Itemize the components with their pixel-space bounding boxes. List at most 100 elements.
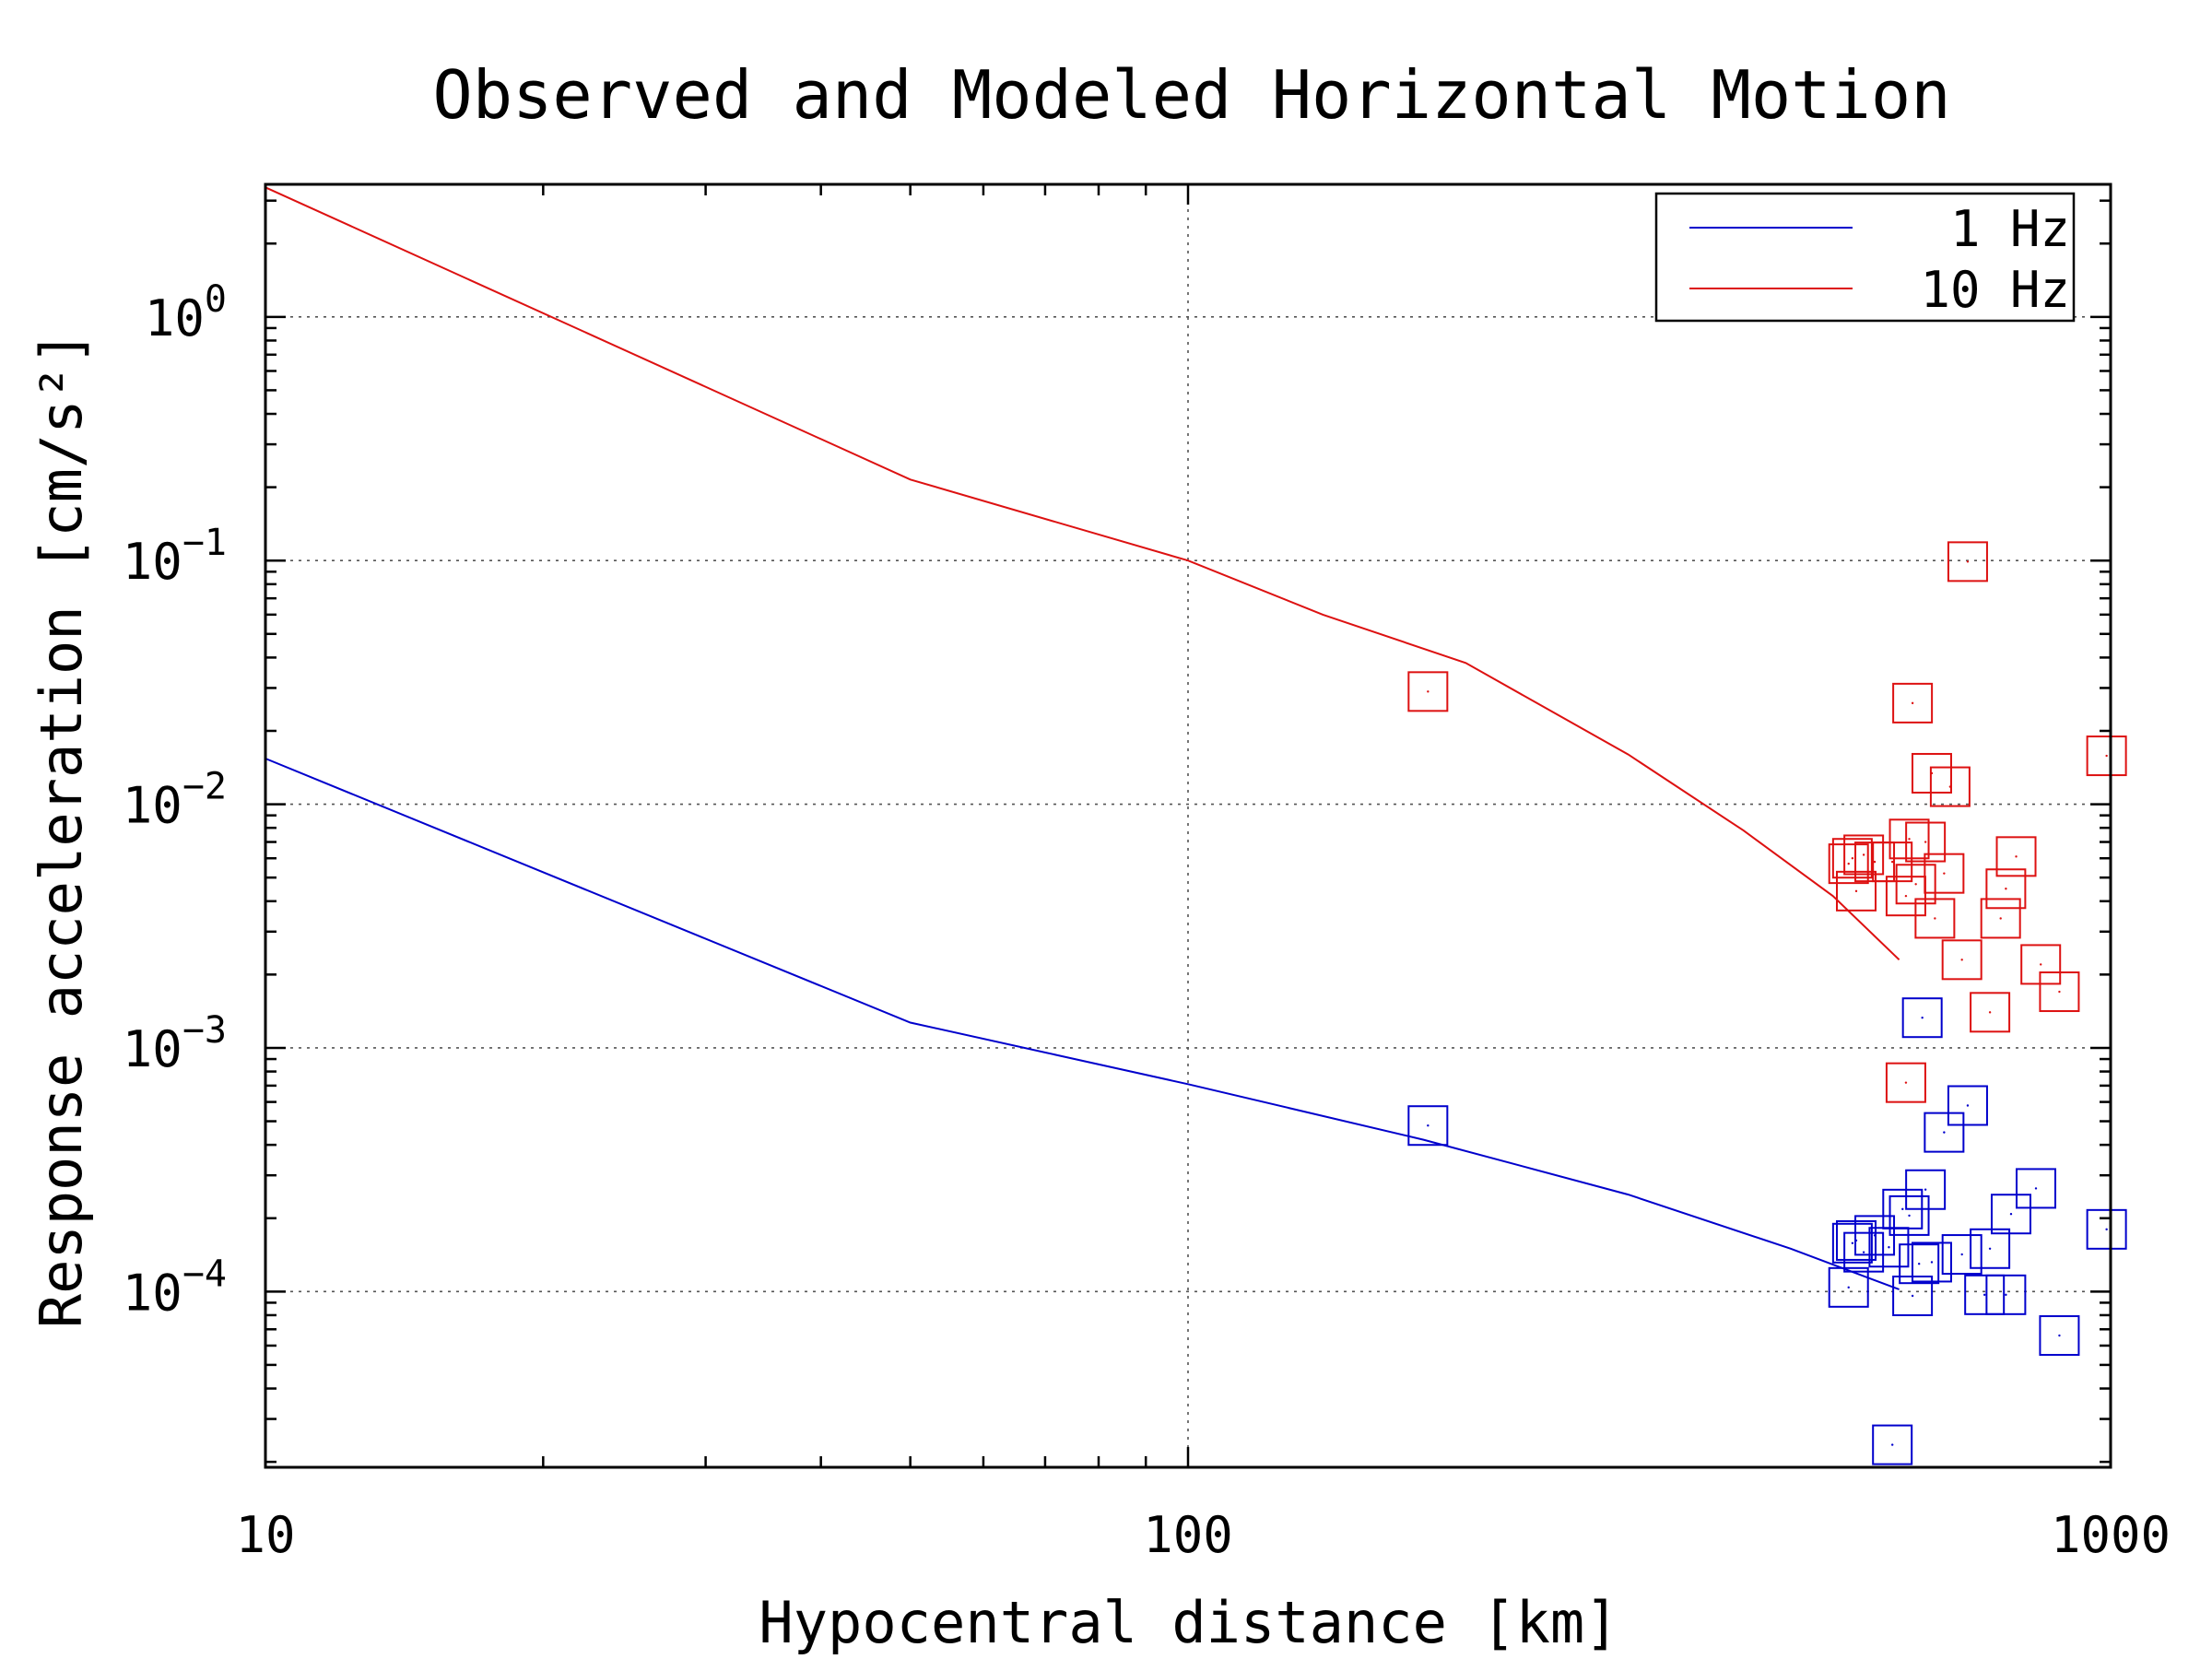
observed-point-10hz (2039, 971, 2080, 1013)
y-tick-label: 10−1 (123, 522, 227, 591)
model-line-1hz (265, 758, 1900, 1290)
observed-point-1hz (1901, 997, 1943, 1039)
observed-point-center-10hz (1999, 917, 2002, 920)
observed-point-center-1hz (2105, 1228, 2108, 1231)
observed-point-center-10hz (1988, 1011, 1992, 1014)
observed-point-center-1hz (2034, 1187, 2038, 1190)
observed-point-1hz (1872, 1424, 1913, 1465)
observed-point-10hz (1941, 939, 1983, 981)
observed-point-center-1hz (1911, 1294, 1914, 1298)
observed-point-center-1hz (1862, 1251, 1865, 1253)
observed-point-1hz (1828, 1266, 1869, 1308)
observed-point-10hz (1911, 752, 1952, 794)
observed-point-10hz (2086, 735, 2127, 777)
observed-point-center-10hz (1873, 860, 1877, 864)
observed-point-1hz (1941, 1234, 1983, 1276)
legend-box (1654, 192, 2076, 323)
observed-point-center-1hz (1901, 1207, 1904, 1211)
observed-point-center-10hz (2015, 855, 2018, 858)
y-tick-labels: 100 10−1 10−2 10−3 10−4 (123, 278, 227, 1322)
observed-point-center-1hz (1921, 1017, 1924, 1019)
observed-point-10hz (1888, 818, 1930, 860)
observed-point-center-1hz (1988, 1247, 1992, 1250)
legend-label-1hz: 1 Hz (1950, 200, 2070, 258)
observed-point-center-10hz (1943, 872, 1946, 875)
x-tick-label: 1000 (2051, 1506, 2171, 1564)
observed-point-center-10hz (1904, 1081, 1908, 1084)
observed-point-center-10hz (1911, 701, 1914, 705)
observed-point-10hz (1828, 843, 1869, 885)
observed-point-center-10hz (1966, 560, 1970, 563)
grid (265, 184, 2111, 1467)
y-tick-label: 10−2 (123, 766, 227, 835)
observed-point-10hz (1892, 682, 1934, 724)
observed-point-10hz (1924, 853, 1965, 894)
observed-point-10hz (1843, 834, 1885, 876)
observed-point-center-10hz (2040, 963, 2042, 966)
observed-point-center-1hz (1890, 1443, 1894, 1446)
observed-point-1hz (1990, 1194, 2031, 1235)
observed-point-center-1hz (1888, 1246, 1890, 1249)
observed-point-1hz (1905, 1169, 1947, 1210)
observed-point-center-1hz (2009, 1213, 2013, 1216)
observed-point-center-1hz (1873, 1234, 1877, 1237)
observed-point-1hz (1947, 1085, 1988, 1126)
observed-point-10hz (1970, 992, 2011, 1033)
observed-point-1hz (1964, 1274, 2006, 1315)
observed-point-center-1hz (1427, 1124, 1430, 1127)
observed-point-1hz (2015, 1168, 2056, 1209)
observed-point-center-10hz (1862, 853, 1865, 856)
observed-point-1hz (1911, 1241, 1952, 1283)
observed-point-10hz (1947, 541, 1988, 582)
series-layer (265, 186, 2127, 1465)
model-line-10hz (265, 186, 1900, 961)
observed-point-1hz (1970, 1228, 2011, 1269)
observed-point-center-10hz (1948, 785, 1952, 788)
observed-point-center-10hz (1427, 690, 1430, 693)
observed-point-center-10hz (2005, 888, 2007, 890)
observed-point-1hz (2086, 1208, 2127, 1250)
observed-point-center-10hz (1904, 894, 1908, 898)
observed-point-center-1hz (1960, 1253, 1963, 1256)
observed-point-1hz (1899, 1243, 1940, 1285)
observed-point-1hz (1985, 1274, 2027, 1315)
observed-point-center-10hz (2058, 990, 2061, 994)
legend: 1 Hz 10 Hz (1654, 192, 2076, 323)
observed-point-1hz (1924, 1112, 1965, 1153)
observed-point-center-1hz (1851, 1241, 1854, 1245)
axis-ticks (264, 184, 2111, 1467)
observed-point-center-10hz (1960, 959, 1963, 961)
observed-point-10hz (1985, 868, 2027, 910)
observed-point-10hz (1995, 836, 2037, 877)
observed-point-1hz (1831, 1222, 1873, 1264)
x-tick-label: 100 (1143, 1506, 1233, 1564)
observed-point-center-1hz (1930, 1261, 1934, 1264)
observed-point-1hz (1843, 1231, 1885, 1273)
observed-point-center-10hz (1854, 889, 1858, 893)
observed-point-1hz (1407, 1105, 1449, 1147)
observed-point-center-1hz (1924, 1188, 1927, 1191)
observed-point-center-1hz (1943, 1131, 1946, 1134)
chart-title: Observed and Modeled Horizontal Motion (432, 56, 1950, 134)
y-axis-label: Response acceleration [cm/s²] (28, 331, 95, 1329)
legend-label-10hz: 10 Hz (1920, 261, 2070, 319)
observed-point-10hz (1980, 898, 2021, 939)
observed-point-10hz (1407, 671, 1449, 712)
observed-point-10hz (1831, 838, 1873, 879)
observed-point-10hz (1885, 876, 1926, 917)
observed-point-center-1hz (1966, 1104, 1970, 1107)
y-tick-label: 100 (145, 278, 227, 347)
observed-point-center-10hz (1890, 860, 1894, 864)
observed-point-10hz (1929, 766, 1971, 807)
observed-point-center-1hz (2058, 1334, 2061, 1337)
x-tick-labels: 10 100 1000 (235, 1506, 2171, 1564)
observed-point-1hz (1888, 1194, 1930, 1236)
x-axis-label: Hypocentral distance [km] (759, 1589, 1618, 1656)
observed-point-center-10hz (1851, 857, 1854, 860)
observed-point-center-1hz (1917, 1262, 1921, 1265)
observed-point-center-10hz (1847, 862, 1850, 865)
observed-point-center-1hz (1983, 1293, 1986, 1297)
observed-point-center-10hz (1914, 883, 1917, 886)
observed-point-10hz (1885, 1062, 1926, 1103)
